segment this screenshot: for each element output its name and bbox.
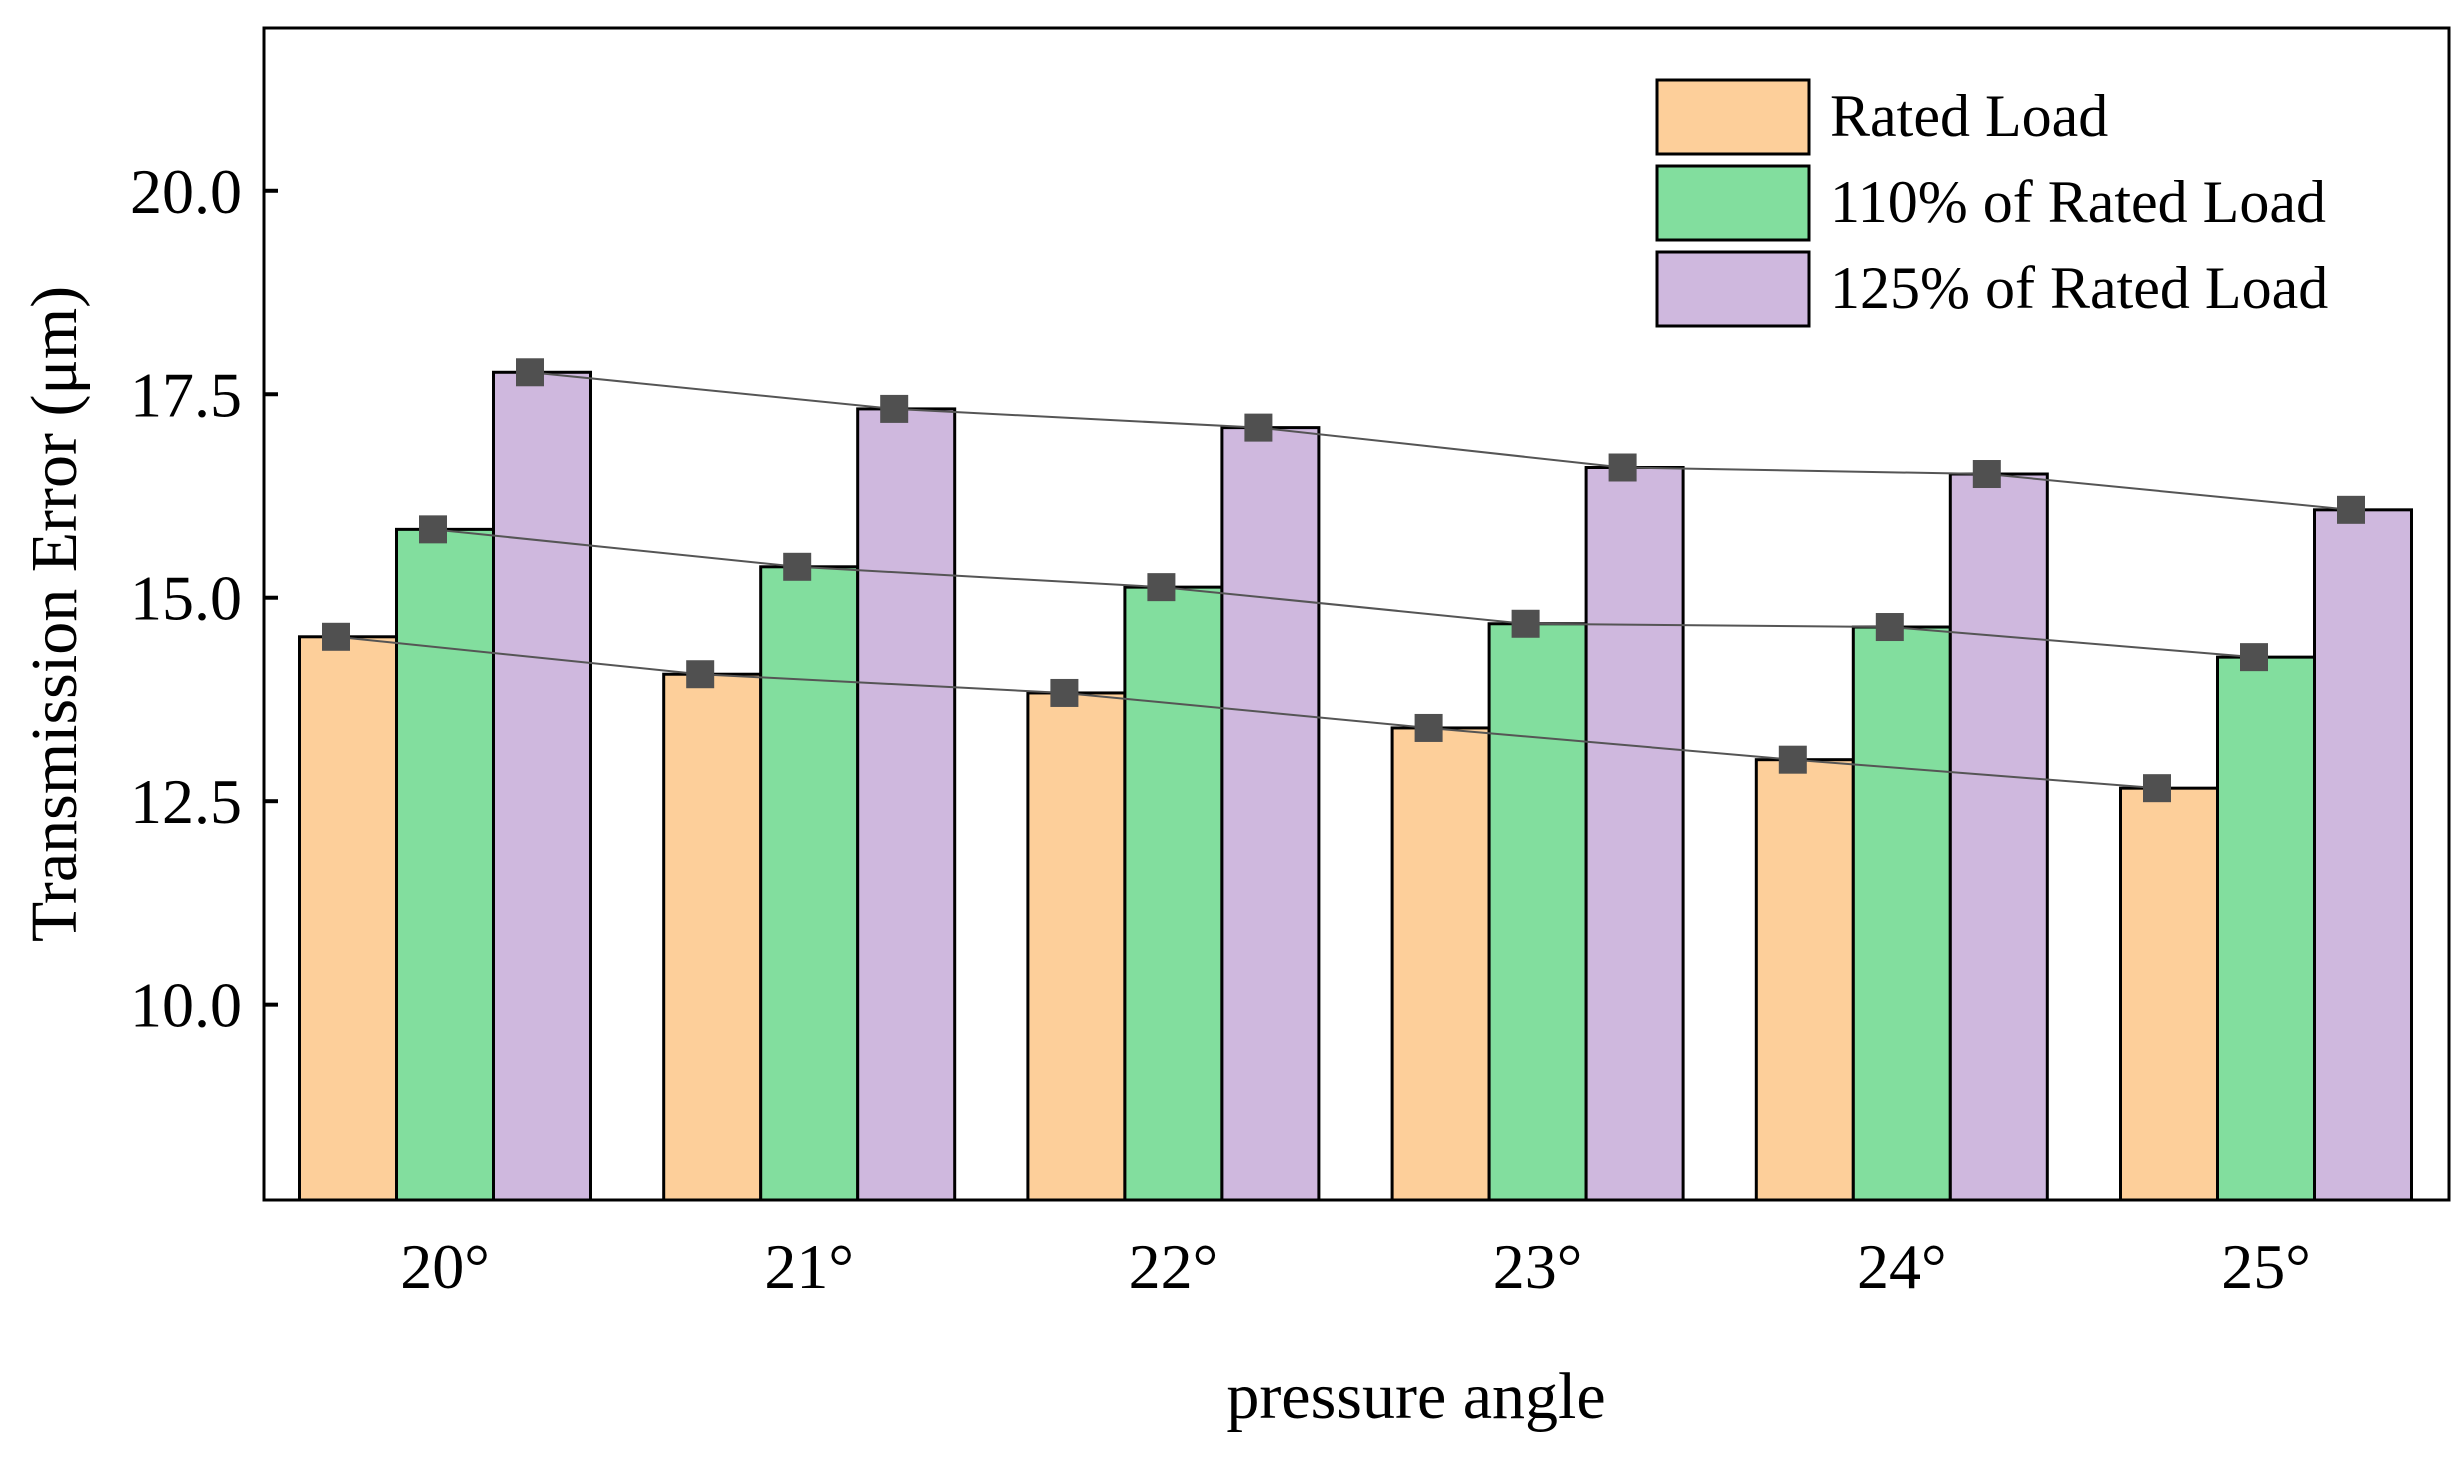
marker-1-23° (1414, 713, 1443, 742)
bar-2-23° (1487, 622, 1588, 1202)
trend-line-series-1 (335, 635, 2158, 790)
marker-2-24° (1875, 613, 1904, 642)
plot-frame (262, 26, 2451, 1202)
marker-3-23° (1608, 453, 1637, 482)
y-tick-label: 20.0 (130, 156, 242, 227)
marker-2-25° (2240, 643, 2268, 672)
y-tick-label: 10.0 (130, 970, 242, 1041)
y-axis-label: Transmission Error (μm) (18, 286, 91, 942)
y-tick-label: 12.5 (130, 766, 242, 837)
x-tick-label: 21° (764, 1231, 854, 1302)
bar-1-22° (1026, 691, 1127, 1202)
bar-2-24° (1851, 625, 1952, 1202)
bar-1-23° (1390, 726, 1491, 1202)
x-axis: 20° 21° 22° 23° 24° 25° (400, 1231, 2311, 1302)
x-tick-label: 22° (1129, 1231, 1219, 1302)
marker-1-20° (322, 622, 350, 651)
marker-2-23° (1511, 609, 1540, 638)
x-tick-label: 24° (1857, 1231, 1947, 1302)
marker-3-22° (1244, 413, 1273, 442)
bar-1-24° (1754, 758, 1855, 1202)
legend: Rated Load 110% of Rated Load 125% of Rate… (1655, 78, 2328, 328)
bar-1-25° (2119, 786, 2219, 1202)
legend-swatch-1 (1655, 78, 1811, 156)
bar-3-25° (2313, 508, 2413, 1202)
bars-layer (298, 370, 2413, 1202)
bar-3-22° (1220, 426, 1321, 1202)
marker-2-22° (1147, 573, 1176, 602)
legend-label-2: 110% of Rated Load (1830, 169, 2326, 235)
marker-3-21° (880, 394, 909, 423)
bar-3-24° (1948, 472, 2049, 1202)
marker-1-22° (1050, 678, 1079, 707)
trend-lines-layer (335, 371, 2352, 790)
marker-2-21° (783, 552, 812, 581)
marker-1-24° (1778, 745, 1807, 774)
legend-swatch-2 (1655, 164, 1811, 242)
bar-3-20° (492, 370, 592, 1202)
legend-swatch-3 (1655, 250, 1811, 328)
x-tick-label: 25° (2221, 1231, 2311, 1302)
y-axis: 10.0 12.5 15.0 17.5 20.0 (130, 156, 278, 1041)
trend-line-series-2 (432, 528, 2255, 659)
bar-1-20° (298, 635, 398, 1202)
x-axis-label: pressure angle (1226, 1360, 1605, 1433)
bar-2-20° (395, 527, 495, 1202)
marker-3-25° (2337, 495, 2365, 524)
bar-3-21° (856, 407, 957, 1202)
legend-label-3: 125% of Rated Load (1830, 255, 2328, 321)
x-tick-label: 23° (1493, 1231, 1583, 1302)
marker-3-20° (516, 358, 544, 387)
y-tick-label: 17.5 (130, 359, 242, 430)
x-tick-label: 20° (400, 1231, 490, 1302)
bar-3-23° (1584, 466, 1685, 1202)
bar-2-25° (2216, 655, 2316, 1202)
markers-layer (322, 358, 2365, 803)
marker-3-24° (1972, 460, 2001, 489)
bar-1-21° (662, 672, 763, 1202)
bar-2-22° (1123, 585, 1224, 1202)
legend-label-1: Rated Load (1830, 83, 2108, 149)
marker-2-20° (419, 515, 447, 544)
marker-1-21° (686, 660, 715, 689)
marker-1-25° (2143, 774, 2171, 803)
bar-2-21° (759, 565, 860, 1202)
trend-line-series-3 (529, 371, 2352, 511)
y-tick-label: 15.0 (130, 563, 242, 634)
